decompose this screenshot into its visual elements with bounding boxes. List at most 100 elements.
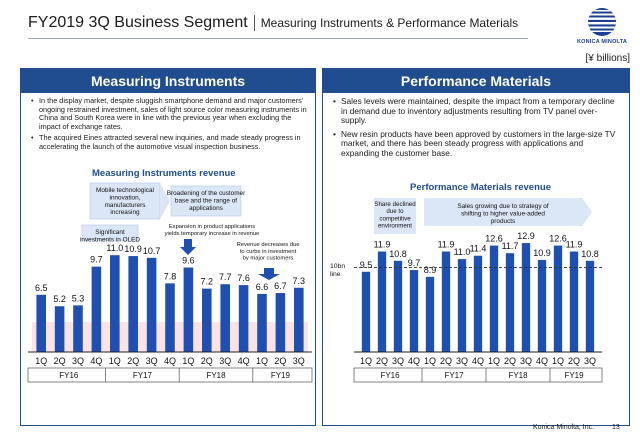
data-label: 7.2 <box>201 277 214 287</box>
expansion-arrow-icon <box>180 247 196 255</box>
tick-label: 3Q <box>456 356 468 366</box>
tick-label: 2Q <box>440 356 452 366</box>
bullet-item: In the display market, despite sluggish … <box>31 96 307 131</box>
tick-label: 1Q <box>109 356 121 366</box>
bar <box>54 306 65 352</box>
annotation-decrease: Revenue decreases due to curbs in investm… <box>237 242 300 262</box>
data-label: 11.9 <box>438 240 455 250</box>
annotation-share: Share declined due to competitive environme… <box>374 201 416 230</box>
data-label: 10.7 <box>143 246 161 256</box>
bar <box>202 288 212 352</box>
bar <box>553 245 563 352</box>
data-label: 9.7 <box>90 255 103 265</box>
year-label: FY19 <box>271 371 291 380</box>
tick-label: 3Q <box>293 356 305 366</box>
konica-minolta-logo-icon <box>588 8 616 36</box>
annotation-growth-box <box>424 198 582 226</box>
tick-label: 3Q <box>520 356 532 366</box>
data-label: 9.7 <box>408 258 421 268</box>
data-label: 12.9 <box>517 231 535 241</box>
data-label: 10.9 <box>533 248 551 258</box>
bar <box>489 245 499 352</box>
annotation-broadening-box <box>170 185 242 217</box>
annotation-mobile: Mobile technological innovation, manufactu… <box>96 187 154 216</box>
bar <box>473 255 483 352</box>
measuring-instruments-panel: Measuring Instruments In the display mar… <box>20 68 316 426</box>
data-label: 10.9 <box>124 244 142 254</box>
tick-label: 2Q <box>504 356 516 366</box>
tick-label: 1Q <box>35 356 47 366</box>
data-label: 11.7 <box>502 241 519 251</box>
bar <box>36 294 46 352</box>
annotation-oled: Significant investments in OLED <box>80 229 140 243</box>
reference-line-label: 10bn line <box>330 263 345 278</box>
data-label: 5.3 <box>72 293 85 303</box>
performance-materials-bullets: Sales levels were maintained, despite th… <box>333 96 621 159</box>
footer-company: Konica Minolta, Inc. <box>533 424 595 431</box>
annotation-growth-arrow-icon <box>582 198 592 226</box>
bullet-item: Sales levels were maintained, despite th… <box>333 96 621 126</box>
data-label: 12.6 <box>549 234 567 244</box>
logo-wordmark: KONICA MINOLTA <box>576 39 628 45</box>
bar <box>91 266 102 352</box>
tick-label: 2Q <box>127 356 139 366</box>
bar <box>457 259 467 352</box>
bar <box>537 259 547 352</box>
tick-label: 1Q <box>256 356 268 366</box>
bar <box>257 293 267 352</box>
bar <box>238 285 249 352</box>
page-number: 13 <box>612 424 620 431</box>
annotation-growth: Sales growing due to strategy of shifting… <box>457 203 549 225</box>
bar <box>146 257 157 352</box>
data-label: 7.6 <box>237 273 250 283</box>
tick-label: 4Q <box>408 356 420 366</box>
unit-label: [¥ billions] <box>585 53 630 64</box>
data-label: 7.3 <box>293 276 306 286</box>
measuring-instruments-heading: Measuring Instruments <box>21 69 315 93</box>
measuring-chart-title: Measuring Instruments revenue <box>92 168 236 179</box>
data-label: 12.6 <box>485 234 503 244</box>
annotation-expansion: Expansion in product applications yields … <box>165 224 260 237</box>
year-label: FY19 <box>564 371 584 380</box>
tick-label: 1Q <box>552 356 564 366</box>
tick-label: 3Q <box>392 356 404 366</box>
bar <box>220 284 230 352</box>
tick-label: 3Q <box>146 356 158 366</box>
bar <box>393 260 403 352</box>
data-label: 6.5 <box>35 283 48 293</box>
bar <box>585 260 595 352</box>
bullet-item: The acquired Eines attracted several new… <box>31 134 307 151</box>
bar <box>183 267 194 352</box>
data-label: 11.9 <box>374 240 391 250</box>
data-label: 11.4 <box>470 244 487 254</box>
tick-label: 4Q <box>238 356 250 366</box>
tick-label: 2Q <box>274 356 286 366</box>
year-label: FY16 <box>380 371 400 380</box>
annotation-arrow-head <box>160 183 170 219</box>
data-label: 7.7 <box>219 272 232 282</box>
tick-label: 3Q <box>219 356 231 366</box>
page-title: FY2019 3Q Business Segment <box>28 14 248 31</box>
bar <box>128 256 138 352</box>
year-axis-box <box>27 367 313 383</box>
bar <box>521 243 531 352</box>
year-label: FY18 <box>508 371 528 380</box>
bar <box>110 255 120 352</box>
data-label: 5.2 <box>53 294 66 304</box>
data-label: 9.5 <box>360 260 373 270</box>
data-label: 7.8 <box>164 271 177 281</box>
performance-chart-title: Performance Materials revenue <box>410 182 551 193</box>
annotation-oled-box <box>81 224 139 242</box>
tick-label: 1Q <box>424 356 436 366</box>
data-label: 8.9 <box>424 265 437 275</box>
year-label: FY17 <box>444 371 464 380</box>
bar <box>275 293 286 352</box>
tick-label: 2Q <box>568 356 580 366</box>
annotation-broadening: Broadening of the customer base and the r… <box>167 190 246 212</box>
bar <box>409 270 419 352</box>
data-label: 6.7 <box>274 281 287 291</box>
measuring-instruments-bullets: In the display market, despite sluggish … <box>31 96 307 152</box>
tick-label: 1Q <box>360 356 372 366</box>
tick-label: 4Q <box>90 356 102 366</box>
